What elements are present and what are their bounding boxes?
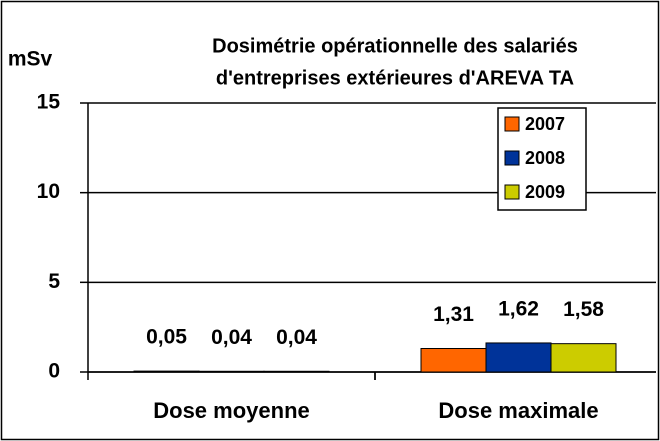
bar (263, 370, 330, 373)
y-tick-label: 0 (48, 360, 60, 383)
bar (550, 343, 617, 373)
value-label: 1,58 (563, 298, 604, 321)
legend-label: 2008 (525, 148, 565, 168)
bar (198, 370, 265, 373)
value-label: 0,04 (211, 326, 252, 349)
bar (485, 342, 552, 373)
y-axis-label: mSv (8, 48, 53, 71)
chart-title: d'entreprises extérieures d'AREVA TA (216, 67, 574, 89)
chart-title: Dosimétrie opérationnelle des salariés (212, 35, 578, 57)
value-label: 1,31 (433, 303, 474, 326)
y-tick-label: 15 (37, 91, 61, 114)
y-tick-label: 5 (48, 270, 60, 293)
bar (133, 370, 200, 373)
y-tick-label: 10 (37, 180, 60, 203)
legend-swatch (504, 184, 520, 200)
legend-swatch (504, 150, 520, 166)
x-tick-label: Dose moyenne (153, 398, 310, 423)
x-tick-label: Dose maximale (438, 398, 598, 423)
legend-swatch (504, 116, 520, 132)
value-label: 1,62 (498, 297, 539, 320)
value-label: 0,05 (146, 326, 187, 349)
bar (420, 348, 487, 373)
legend-label: 2007 (525, 114, 565, 134)
legend-label: 2009 (525, 182, 565, 202)
value-label: 0,04 (276, 326, 317, 349)
